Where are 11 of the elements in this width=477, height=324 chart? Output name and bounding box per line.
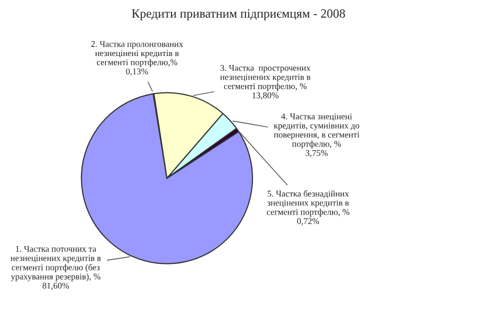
data-label: 0,72% — [297, 218, 320, 226]
slice-label: 3. Частка прострочених незнецінених кредитів в сегменті портфелю, % — [220, 64, 310, 91]
slice-label: 4. Частка знецінені кредитів, сумнівних до повернення, в сегменті портфелю, % — [274, 113, 360, 149]
data-label: 0,13% — [126, 68, 148, 76]
data-label: 81,60% — [42, 282, 69, 290]
data-label: 13,80% — [252, 92, 279, 100]
slice-label: 1. Частка поточних та незнецінених кредитів в сегменті портфелю (без урахування резервів), % — [10, 246, 101, 282]
slice-label: 5. Частка безнадійних знецінених кредитів в сегменті портфелю, % — [266, 190, 350, 217]
chart-title: Кредити приватним підприємцям - 2008 — [132, 9, 345, 20]
data-label: 3,75% — [306, 150, 328, 158]
slice-label: 2. Частка пролонгованих незнецінені кредитів в сегменті портфелю,% — [91, 41, 184, 67]
